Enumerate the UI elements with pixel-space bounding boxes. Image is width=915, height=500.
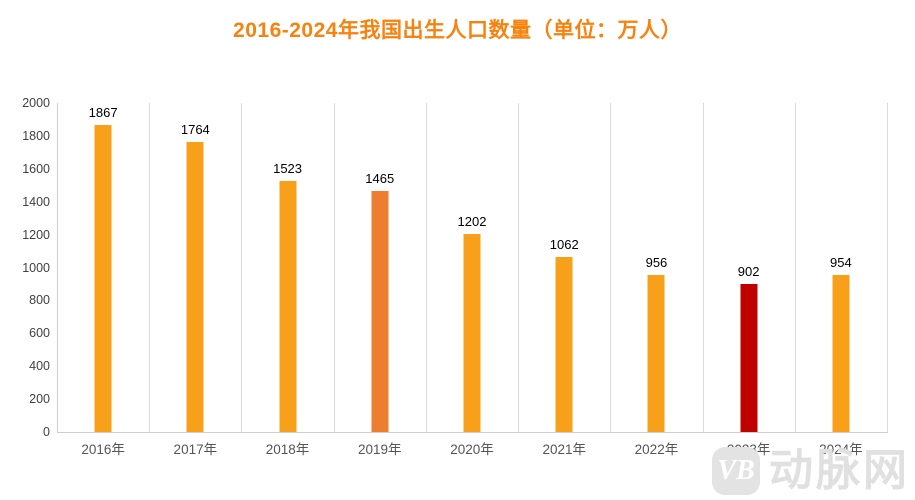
y-tick-label: 200 — [29, 392, 50, 407]
watermark-site-name: 动脉网 — [769, 446, 910, 495]
x-tick-label: 2022年 — [634, 442, 679, 457]
gridline — [610, 103, 612, 432]
x-tick-label: 2016年 — [81, 442, 125, 457]
bar-2017年 — [186, 142, 204, 432]
x-tick-label: 2024年 — [819, 442, 863, 457]
y-tick-label: 1000 — [22, 260, 50, 275]
bar-value-label: 1523 — [273, 161, 303, 176]
chart-title: 2016-2024年我国出生人口数量（单位：万人） — [233, 19, 682, 42]
bar-2020年 — [463, 234, 481, 432]
x-tick-label: 2019年 — [357, 442, 402, 457]
gridline — [794, 103, 796, 432]
bar-2016年 — [94, 125, 112, 432]
gridline — [149, 103, 151, 432]
gridline — [241, 103, 243, 432]
y-tick-label: 800 — [29, 293, 50, 308]
bar-2023年 — [740, 284, 758, 432]
bar-2021年 — [555, 257, 573, 432]
bar-value-label: 902 — [737, 264, 760, 279]
y-tick-label: 400 — [29, 359, 50, 374]
bar-2024年 — [832, 275, 850, 432]
x-tick-label: 2017年 — [173, 442, 218, 457]
plot-area: 1867 1764 1523 1465 1202 1062 956 902 954 — [57, 103, 888, 433]
vcbeat-logo-icon: VB — [712, 447, 760, 495]
y-tick-label: 1600 — [22, 161, 50, 176]
y-tick-label: 1800 — [22, 128, 50, 143]
y-tick-label: 2000 — [22, 96, 50, 110]
y-tick-label: 600 — [29, 326, 50, 341]
bar-value-label: 1465 — [365, 171, 395, 186]
gridline — [887, 103, 888, 432]
bar-2019年 — [371, 191, 389, 432]
bar-value-label: 1202 — [457, 214, 487, 229]
gridline — [518, 103, 520, 432]
gridline — [702, 103, 704, 432]
bar-2018年 — [279, 181, 297, 432]
gridline — [425, 103, 427, 432]
x-tick-label: 2021年 — [542, 442, 586, 457]
y-tick-label: 1200 — [22, 227, 50, 242]
y-axis: 0 200 400 600 800 1000 1200 1400 1600 1800 2000 — [0, 96, 50, 439]
watermark: VB 动脉网 — [712, 447, 910, 495]
bar-value-label: 1062 — [549, 237, 579, 252]
bar-value-label: 954 — [830, 255, 852, 270]
gridline — [333, 103, 335, 432]
y-tick-label: 0 — [43, 425, 50, 439]
watermark-logo-text: VB — [717, 455, 755, 486]
y-tick-label: 1400 — [22, 194, 50, 209]
bar-value-label: 1764 — [180, 122, 210, 137]
bar-2022年 — [647, 275, 665, 432]
y-axis-line — [57, 103, 58, 432]
bar-value-label: 1867 — [88, 105, 118, 120]
x-tick-label: 2018年 — [265, 442, 310, 457]
x-axis-line — [57, 432, 888, 433]
bar-value-label: 956 — [645, 255, 668, 270]
x-tick-label: 2020年 — [450, 442, 494, 457]
